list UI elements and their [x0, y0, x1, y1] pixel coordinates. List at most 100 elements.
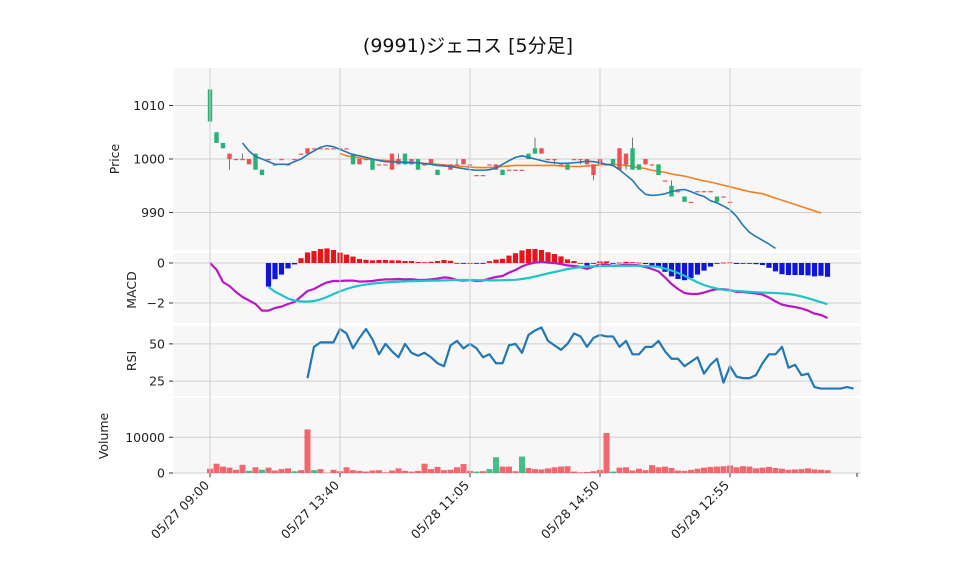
macd-hist-bar	[675, 263, 681, 279]
volume-bar	[369, 470, 376, 473]
candle-body	[526, 153, 531, 159]
candle-body	[279, 159, 284, 161]
volume-bar	[493, 457, 499, 473]
macd-hist-bar	[623, 261, 629, 263]
macd-hist-bar	[629, 262, 636, 263]
macd-y-label: MACD	[124, 271, 139, 308]
macd-hist-bar	[538, 250, 545, 263]
candle-body	[435, 169, 440, 176]
macd-hist-bar	[363, 259, 369, 263]
volume-bar	[428, 469, 434, 473]
macd-hist-bar	[746, 263, 753, 264]
volume-bar	[330, 469, 337, 473]
macd-hist-bar	[376, 260, 382, 263]
volume-bar	[688, 469, 694, 473]
macd-hist-bar	[785, 263, 792, 275]
macd-hist-bar	[766, 263, 772, 268]
volume-bar	[311, 470, 317, 473]
price-tick-label: 1010	[133, 98, 165, 113]
macd-hist-bar	[441, 260, 447, 263]
x-tick-label: 05/28 14:50	[538, 477, 602, 541]
volume-bar	[714, 466, 720, 473]
macd-hist-bar	[460, 263, 467, 264]
volume-bar	[480, 471, 486, 473]
macd-hist-bar	[811, 263, 818, 277]
rsi-grid	[173, 343, 861, 382]
volume-bar	[610, 471, 616, 473]
candle-body	[246, 159, 252, 165]
volume-bar	[545, 468, 551, 473]
macd-hist-bar	[434, 261, 441, 263]
volume-bar	[772, 468, 779, 473]
macd-hist-bar	[720, 262, 727, 264]
volume-bar	[447, 469, 454, 473]
volume-bar	[675, 470, 681, 473]
macd-hist-bar	[506, 255, 512, 263]
candle-body	[636, 164, 642, 170]
macd-hist-bar	[649, 263, 655, 266]
macd-hist-bar	[317, 249, 324, 263]
macd-tick-label: 0	[157, 256, 165, 271]
candle-body	[643, 159, 648, 165]
candle-body	[409, 159, 414, 165]
macd-hist-bar	[798, 263, 805, 275]
volume-bar	[564, 466, 571, 473]
candle-body	[422, 164, 427, 166]
macd-lines	[209, 260, 828, 319]
signal-line	[267, 264, 828, 306]
rsi-y-label: RSI	[124, 351, 139, 371]
candle-body	[675, 191, 681, 193]
macd-hist-bar	[454, 263, 460, 264]
candle-body	[487, 164, 492, 166]
macd-hist-bar	[636, 262, 642, 264]
price-tick-label: 1000	[133, 152, 165, 167]
volume-bar	[636, 468, 642, 473]
volume-bar	[285, 468, 291, 473]
volume-bar	[525, 468, 532, 473]
price-grid	[173, 104, 861, 214]
macd-hist-bar	[779, 263, 785, 275]
volume-bar	[668, 468, 675, 473]
candle-body	[240, 159, 245, 161]
candle-body	[565, 164, 570, 170]
macd-hist-bar	[408, 261, 415, 263]
candle-body	[311, 148, 317, 150]
macd-hist-bar	[369, 260, 376, 263]
macd-hist-bar	[324, 248, 330, 263]
volume-bar	[603, 433, 610, 473]
candle-body	[610, 159, 616, 165]
volume-bar	[759, 467, 766, 473]
candle-body	[714, 196, 720, 202]
macd-hist-bar	[701, 263, 707, 271]
macd-hist-bar	[655, 263, 662, 268]
volume-bar	[239, 464, 246, 473]
volume-bar	[571, 471, 577, 473]
volume-bar	[519, 456, 525, 473]
macd-hist-bar	[818, 263, 824, 276]
volume-bar	[512, 471, 519, 473]
volume-bar	[642, 470, 649, 473]
volume-y-label: Volume	[96, 412, 111, 459]
macd-panel: −2 0 MACD	[124, 248, 861, 323]
candle-body	[357, 159, 362, 165]
x-tick-label: 05/28 11:05	[408, 478, 472, 542]
macd-hist-bar	[519, 250, 525, 263]
macd-hist-bar	[584, 263, 590, 266]
macd-hist-bar	[415, 262, 421, 263]
candle-body	[233, 159, 239, 161]
volume-bar	[473, 471, 480, 473]
macd-hist-bar	[525, 249, 532, 263]
volume-bar	[766, 466, 772, 473]
macd-hist-bar	[298, 258, 304, 263]
candle-body	[454, 164, 460, 166]
macd-hist-bar	[707, 263, 714, 267]
volume-bar	[616, 467, 623, 473]
volume-bar	[629, 470, 636, 473]
price-tick-label: 990	[141, 205, 165, 220]
volume-bar	[291, 471, 298, 473]
macd-hist-bar	[356, 259, 363, 263]
candle-body	[298, 153, 304, 155]
volume-bar	[486, 469, 493, 473]
volume-bar	[577, 472, 584, 473]
volume-bar	[662, 466, 668, 473]
